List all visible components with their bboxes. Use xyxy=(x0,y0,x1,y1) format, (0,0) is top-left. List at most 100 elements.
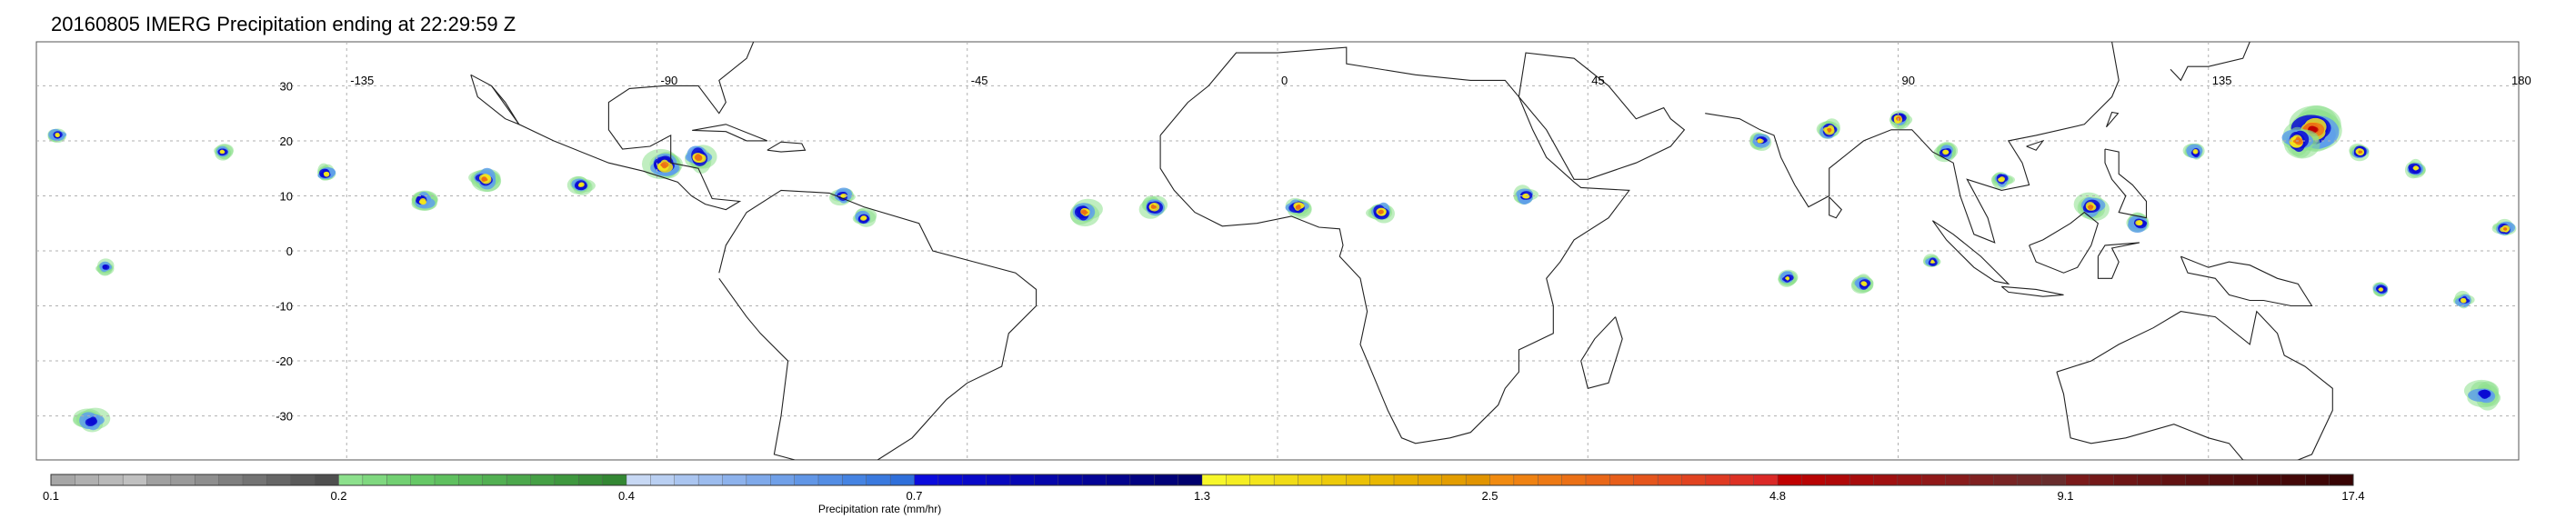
precipitation-layer xyxy=(47,105,2517,433)
colorbar-box xyxy=(1441,474,1467,486)
colorbar-box xyxy=(1801,474,1827,486)
colorbar-box xyxy=(362,474,387,486)
coastline-india xyxy=(1705,42,2120,244)
colorbar-box xyxy=(1681,474,1707,486)
colorbar-box xyxy=(937,474,963,486)
colorbar-box xyxy=(746,474,771,486)
colorbar-box xyxy=(1993,474,2019,486)
coastline-java xyxy=(2000,285,2064,297)
colorbar-box xyxy=(386,474,412,486)
colorbar-box xyxy=(1226,474,1251,486)
colorbar-box xyxy=(889,474,915,486)
precip-cell xyxy=(317,163,336,181)
colorbar-label: 17.4 xyxy=(2341,489,2364,503)
precip-cell xyxy=(1749,132,1772,152)
colorbar-boxes xyxy=(50,474,2354,486)
precip-cell xyxy=(468,167,502,193)
coastline-baja xyxy=(470,75,521,125)
colorbar-box xyxy=(842,474,867,486)
lon-tick-label: 90 xyxy=(1902,74,1915,87)
colorbar-box xyxy=(1921,474,1947,486)
precip-cell xyxy=(2463,379,2501,411)
precip-cell xyxy=(1778,269,1799,287)
colorbar-box xyxy=(2232,474,2258,486)
colorbar-box xyxy=(2185,474,2210,486)
colorbar-title: Precipitation rate (mm/hr) xyxy=(818,503,941,515)
coastline-hainan xyxy=(2026,139,2045,151)
coastline-australia xyxy=(2056,310,2333,460)
colorbar-box xyxy=(1945,474,1970,486)
colorbar-box xyxy=(1513,474,1539,486)
colorbar-box xyxy=(2160,474,2186,486)
precip-cell xyxy=(2452,290,2475,309)
coastline-arabia xyxy=(1518,52,1686,180)
colorbar-box xyxy=(1633,474,1659,486)
colorbar-box xyxy=(1393,474,1418,486)
precip-cell xyxy=(1285,197,1312,219)
colorbar-box xyxy=(1969,474,1994,486)
colorbar-box xyxy=(2040,474,2066,486)
precip-cell xyxy=(95,258,115,276)
lon-tick-label: 180 xyxy=(2511,74,2531,87)
coastline-sulawesi xyxy=(2097,242,2140,279)
coastline-africa xyxy=(1159,46,1630,444)
precip-cell xyxy=(852,207,877,227)
colorbar-box xyxy=(2257,474,2282,486)
colorbar-box xyxy=(1201,474,1227,486)
colorbar-box xyxy=(1609,474,1635,486)
colorbar-box xyxy=(338,474,364,486)
coastline-south-america xyxy=(718,189,1037,460)
lat-tick-label: -20 xyxy=(276,354,293,368)
colorbar-box xyxy=(650,474,676,486)
colorbar-box xyxy=(674,474,699,486)
colorbar-box xyxy=(98,474,124,486)
colorbar-box xyxy=(1849,474,1874,486)
precip-cell xyxy=(1069,198,1103,227)
colorbar-box xyxy=(1729,474,1755,486)
colorbar-label: 0.7 xyxy=(906,489,922,503)
graticule-labels: -135 -90 -45 0 45 90 135 180 30 20 10 0 -10 -20 -30 xyxy=(276,74,2531,424)
colorbar-box xyxy=(2137,474,2162,486)
lat-tick-label: 10 xyxy=(280,189,293,203)
colorbar-box xyxy=(1369,474,1395,486)
colorbar-box xyxy=(434,474,459,486)
colorbar-box xyxy=(290,474,316,486)
precip-cell xyxy=(2372,282,2389,297)
colorbar-box xyxy=(626,474,651,486)
precip-cell xyxy=(1850,274,1874,294)
colorbar-box xyxy=(1154,474,1179,486)
colorbar-box xyxy=(1009,474,1035,486)
colorbar-outline xyxy=(50,474,2354,486)
colorbar-box xyxy=(2089,474,2114,486)
colorbar-box xyxy=(602,474,627,486)
colorbar-box xyxy=(266,474,292,486)
colorbar-box xyxy=(146,474,172,486)
coastline-sri-lanka xyxy=(1829,196,1843,219)
lat-tick-label: 0 xyxy=(286,245,293,258)
colorbar-box xyxy=(1034,474,1059,486)
lat-tick-label: -30 xyxy=(276,410,293,424)
lon-tick-label: -135 xyxy=(350,74,374,87)
coastline-borneo xyxy=(2029,211,2100,274)
coastline-japan-south xyxy=(2170,42,2250,82)
colorbar-box xyxy=(722,474,747,486)
colorbar-box xyxy=(770,474,796,486)
map-title: 20160805 IMERG Precipitation ending at 2… xyxy=(51,13,516,35)
colorbar-box xyxy=(50,474,75,486)
colorbar-box xyxy=(242,474,267,486)
precip-cell xyxy=(72,407,111,433)
colorbar-label: 4.8 xyxy=(1769,489,1786,503)
colorbar-box xyxy=(697,474,723,486)
lon-tick-label: -90 xyxy=(661,74,678,87)
colorbar-box xyxy=(1346,474,1371,486)
coastline-madagascar xyxy=(1580,316,1623,389)
colorbar-box xyxy=(817,474,843,486)
colorbar-box xyxy=(1825,474,1850,486)
precip-cell xyxy=(214,144,234,161)
precip-cell xyxy=(1889,110,1913,130)
colorbar-box xyxy=(1057,474,1083,486)
colorbar-box xyxy=(962,474,987,486)
coastline-taiwan xyxy=(2105,111,2120,128)
lat-tick-label: -10 xyxy=(276,300,293,314)
colorbar-box xyxy=(1897,474,1922,486)
